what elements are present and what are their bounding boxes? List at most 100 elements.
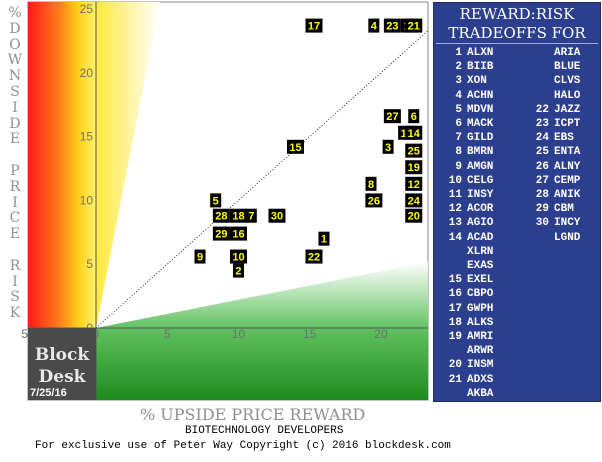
- risk-zone: [28, 2, 96, 328]
- data-point-label: 17: [308, 21, 320, 33]
- data-point-label: 22: [308, 252, 320, 264]
- data-point: 17: [305, 18, 323, 33]
- ticker-symbol: BLUE: [554, 61, 581, 74]
- data-point-marker: [212, 226, 230, 241]
- ticker-symbol: INCY: [554, 217, 581, 230]
- y-axis-label-letter: D: [9, 20, 21, 37]
- ticker-symbol: ALXN: [467, 47, 494, 59]
- data-point: 15: [286, 139, 304, 154]
- ticker-number: 13: [448, 217, 462, 230]
- ticker-symbol: ACAD: [467, 231, 494, 244]
- data-point-marker: [405, 176, 423, 191]
- y-axis-label-letter: R: [9, 178, 21, 195]
- y-axis-label-letter: K: [9, 305, 21, 322]
- y-axis-label-letter: I: [12, 273, 18, 290]
- y-axis-label-letter: D: [9, 115, 21, 132]
- ticker-symbol: BIIB: [467, 61, 494, 74]
- data-point-marker: [383, 109, 401, 124]
- ticker-number: 28: [535, 189, 549, 201]
- data-point-marker: [382, 139, 394, 154]
- data-point: 8: [365, 176, 377, 191]
- data-point-marker: [229, 226, 247, 241]
- data-point: 7: [245, 208, 257, 223]
- ticker-number: 25: [535, 146, 549, 159]
- ticker-symbol: XON: [467, 75, 487, 88]
- ticker-symbol: CEMP: [554, 174, 581, 187]
- panel-divider: [436, 43, 598, 44]
- y-axis-label-letter: P: [10, 162, 20, 179]
- ticker-symbol: ARIA: [554, 47, 581, 59]
- data-point: 22: [305, 249, 323, 264]
- x-axis-label: % UPSIDE PRICE REWARD: [140, 405, 366, 424]
- y-axis-label-letter: W: [7, 52, 23, 69]
- ticker-number: 19: [448, 331, 462, 343]
- data-point-label: 20: [408, 211, 420, 223]
- ticker-symbol: AGIO: [467, 217, 494, 230]
- x-tick-label: 5: [21, 327, 28, 341]
- x-tick-label: 10: [232, 327, 246, 341]
- ticker-symbol: GILD: [467, 132, 494, 145]
- data-point: 30: [268, 208, 286, 223]
- data-point-marker: [268, 208, 286, 223]
- ticker-symbol: LGND: [554, 231, 581, 244]
- data-point-marker: [305, 249, 323, 264]
- ticker-number: 23: [535, 118, 549, 130]
- data-point: 23: [383, 18, 401, 33]
- ticker-symbol: HALO: [554, 89, 581, 102]
- y-axis-label-letter: E: [9, 226, 21, 243]
- x-tick-label: 20: [374, 327, 388, 341]
- ticker-symbol: XLRN: [467, 245, 494, 258]
- ticker-symbol: ALNY: [554, 160, 581, 173]
- ticker-number: 27: [535, 174, 549, 187]
- data-point-label: 4: [371, 21, 378, 33]
- diagonal-reference: [95, 30, 429, 329]
- data-point: 12: [405, 176, 423, 191]
- data-point-marker: [286, 139, 304, 154]
- ticker-number: 24: [535, 132, 549, 145]
- ticker-number: 3: [455, 75, 462, 88]
- ticker-number: 6: [455, 118, 462, 130]
- data-point: 21: [405, 18, 423, 33]
- data-point-label: 7: [248, 211, 254, 223]
- reward-zone: [96, 262, 428, 400]
- y-tick-label: 25: [80, 2, 94, 16]
- data-point: 16: [229, 226, 247, 241]
- ticker-number: 8: [455, 146, 462, 159]
- brand-line2: Desk: [38, 367, 86, 387]
- y-tick-label: 5: [86, 257, 93, 271]
- data-point-marker: [229, 249, 247, 264]
- data-point-marker: [405, 160, 423, 175]
- ticker-symbol: INSM: [467, 359, 494, 372]
- y-axis-label-letter: O: [9, 36, 21, 53]
- y-tick-label: 15: [80, 130, 94, 144]
- y-axis-label-letter: I: [12, 194, 18, 211]
- data-point-label: 12: [408, 179, 420, 191]
- data-point-label: 29: [215, 229, 227, 241]
- data-point: 1: [318, 231, 330, 246]
- data-point-label: 1: [321, 234, 327, 246]
- report-date: 7/25/16: [30, 387, 67, 399]
- ticker-number: 12: [448, 203, 462, 216]
- y-tick-label: 20: [80, 66, 94, 80]
- data-point: 6: [408, 109, 420, 124]
- data-point: 18: [229, 208, 247, 223]
- ticker-number: 5: [455, 103, 462, 116]
- data-point-label: 14: [408, 128, 421, 140]
- data-point-marker: [232, 263, 244, 278]
- ticker-symbol: EXAS: [467, 260, 494, 272]
- ticker-symbol: MACK: [467, 118, 494, 130]
- x-tick-label: 15: [303, 327, 317, 341]
- data-point: 3: [382, 139, 394, 154]
- y-axis-label-letter: S: [10, 289, 20, 306]
- ticker-symbol: MDVN: [467, 103, 494, 116]
- ticker-symbol: ALKS: [467, 316, 494, 329]
- ticker-number: 17: [448, 302, 462, 315]
- data-point-label: 24: [408, 195, 421, 207]
- data-point-label: 2: [235, 266, 241, 278]
- ticker-symbol: AMGN: [467, 160, 494, 173]
- ticker-symbol: GWPH: [467, 302, 494, 315]
- ticker-symbol: CBPO: [467, 288, 494, 301]
- data-point-marker: [405, 208, 423, 223]
- data-point-label: 16: [232, 229, 244, 241]
- chart-subtitle: BIOTECHNOLOGY DEVELOPERS: [185, 425, 344, 437]
